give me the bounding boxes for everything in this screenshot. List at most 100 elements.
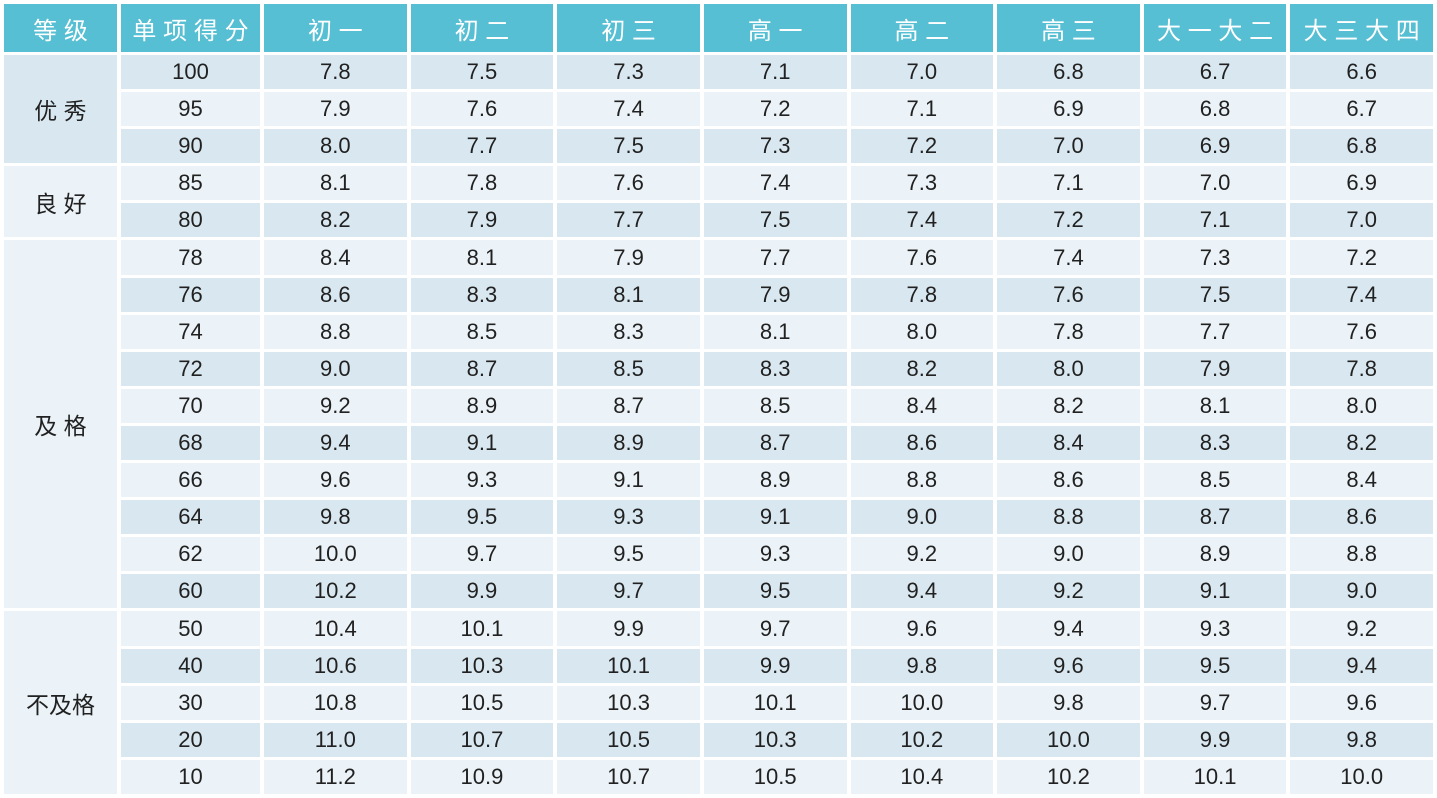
value-cell: 7.7 xyxy=(703,240,847,275)
grade-group-cell-4: 不及格 xyxy=(4,611,117,794)
value-cell: 10.4 xyxy=(850,759,994,794)
value-cell: 8.8 xyxy=(1290,537,1433,572)
value-cell: 9.7 xyxy=(703,611,847,646)
value-cell: 9.5 xyxy=(557,537,700,572)
value-cell: 8.1 xyxy=(264,166,407,201)
value-cell: 7.6 xyxy=(557,166,700,201)
value-cell: 9.6 xyxy=(264,463,407,498)
value-cell: 10.4 xyxy=(264,611,407,646)
value-cell: 10.0 xyxy=(264,537,407,572)
header-cell-10: 大三大四 xyxy=(1290,4,1433,52)
value-cell: 7.6 xyxy=(410,92,554,127)
value-cell: 7.7 xyxy=(557,203,700,238)
value-cell: 9.3 xyxy=(557,500,700,535)
value-cell: 8.8 xyxy=(997,500,1140,535)
value-cell: 8.8 xyxy=(264,314,407,349)
score-cell: 62 xyxy=(121,537,260,572)
value-cell: 9.3 xyxy=(703,537,847,572)
header-cell-9: 大一大二 xyxy=(1143,4,1287,52)
value-cell: 8.2 xyxy=(1290,425,1433,461)
value-cell: 7.1 xyxy=(703,55,847,90)
value-cell: 6.8 xyxy=(1143,92,1287,127)
value-cell: 8.6 xyxy=(850,425,994,461)
score-cell: 68 xyxy=(121,425,260,461)
value-cell: 9.6 xyxy=(997,648,1140,683)
value-cell: 7.4 xyxy=(703,166,847,201)
header-cell-2: 单项得分 xyxy=(121,4,260,52)
value-cell: 9.5 xyxy=(703,574,847,609)
value-cell: 7.7 xyxy=(1143,314,1287,349)
value-cell: 8.1 xyxy=(410,240,554,275)
value-cell: 7.4 xyxy=(557,92,700,127)
value-cell: 7.9 xyxy=(557,240,700,275)
value-cell: 10.2 xyxy=(264,574,407,609)
value-cell: 9.4 xyxy=(1290,648,1433,683)
value-cell: 9.8 xyxy=(997,685,1140,720)
value-cell: 6.9 xyxy=(997,92,1140,127)
value-cell: 9.6 xyxy=(850,611,994,646)
value-cell: 7.7 xyxy=(410,129,554,164)
value-cell: 7.0 xyxy=(1143,166,1287,201)
value-cell: 8.5 xyxy=(1143,463,1287,498)
header-cell-4: 初二 xyxy=(410,4,554,52)
value-cell: 8.8 xyxy=(850,463,994,498)
value-cell: 8.2 xyxy=(264,203,407,238)
value-cell: 9.2 xyxy=(997,574,1140,609)
value-cell: 8.4 xyxy=(850,388,994,423)
value-cell: 7.6 xyxy=(850,240,994,275)
value-cell: 9.9 xyxy=(1143,722,1287,757)
value-cell: 10.1 xyxy=(557,648,700,683)
header-cell-7: 高二 xyxy=(850,4,994,52)
value-cell: 8.1 xyxy=(557,277,700,312)
value-cell: 7.4 xyxy=(850,203,994,238)
value-cell: 8.7 xyxy=(703,425,847,461)
value-cell: 9.2 xyxy=(264,388,407,423)
value-cell: 8.4 xyxy=(264,240,407,275)
value-cell: 7.0 xyxy=(997,129,1140,164)
score-cell: 60 xyxy=(121,574,260,609)
value-cell: 6.6 xyxy=(1290,55,1433,90)
grade-group-cell-1: 优 秀 xyxy=(4,55,117,164)
value-cell: 8.5 xyxy=(410,314,554,349)
score-cell: 66 xyxy=(121,463,260,498)
value-cell: 7.1 xyxy=(997,166,1140,201)
value-cell: 9.1 xyxy=(1143,574,1287,609)
value-cell: 7.8 xyxy=(1290,351,1433,386)
value-cell: 6.7 xyxy=(1290,92,1433,127)
header-cell-6: 高一 xyxy=(703,4,847,52)
score-cell: 70 xyxy=(121,388,260,423)
value-cell: 7.6 xyxy=(1290,314,1433,349)
value-cell: 9.7 xyxy=(1143,685,1287,720)
value-cell: 9.6 xyxy=(1290,685,1433,720)
value-cell: 8.3 xyxy=(557,314,700,349)
value-cell: 8.6 xyxy=(264,277,407,312)
score-cell: 30 xyxy=(121,685,260,720)
value-cell: 7.2 xyxy=(997,203,1140,238)
value-cell: 7.6 xyxy=(997,277,1140,312)
value-cell: 7.9 xyxy=(410,203,554,238)
value-cell: 9.3 xyxy=(1143,611,1287,646)
value-cell: 8.9 xyxy=(410,388,554,423)
value-cell: 9.4 xyxy=(264,425,407,461)
value-cell: 9.5 xyxy=(1143,648,1287,683)
value-cell: 6.9 xyxy=(1143,129,1287,164)
value-cell: 7.4 xyxy=(1290,277,1433,312)
value-cell: 9.2 xyxy=(1290,611,1433,646)
value-cell: 9.0 xyxy=(264,351,407,386)
value-cell: 9.9 xyxy=(557,611,700,646)
value-cell: 6.8 xyxy=(997,55,1140,90)
value-cell: 8.0 xyxy=(264,129,407,164)
value-cell: 10.5 xyxy=(410,685,554,720)
score-cell: 100 xyxy=(121,55,260,90)
value-cell: 9.8 xyxy=(1290,722,1433,757)
value-cell: 8.4 xyxy=(1290,463,1433,498)
value-cell: 9.1 xyxy=(557,463,700,498)
value-cell: 9.8 xyxy=(264,500,407,535)
value-cell: 8.9 xyxy=(1143,537,1287,572)
grade-group-cell-3: 及 格 xyxy=(4,240,117,609)
value-cell: 9.2 xyxy=(850,537,994,572)
score-cell: 20 xyxy=(121,722,260,757)
value-cell: 11.0 xyxy=(264,722,407,757)
value-cell: 8.3 xyxy=(1143,425,1287,461)
value-cell: 7.3 xyxy=(1143,240,1287,275)
